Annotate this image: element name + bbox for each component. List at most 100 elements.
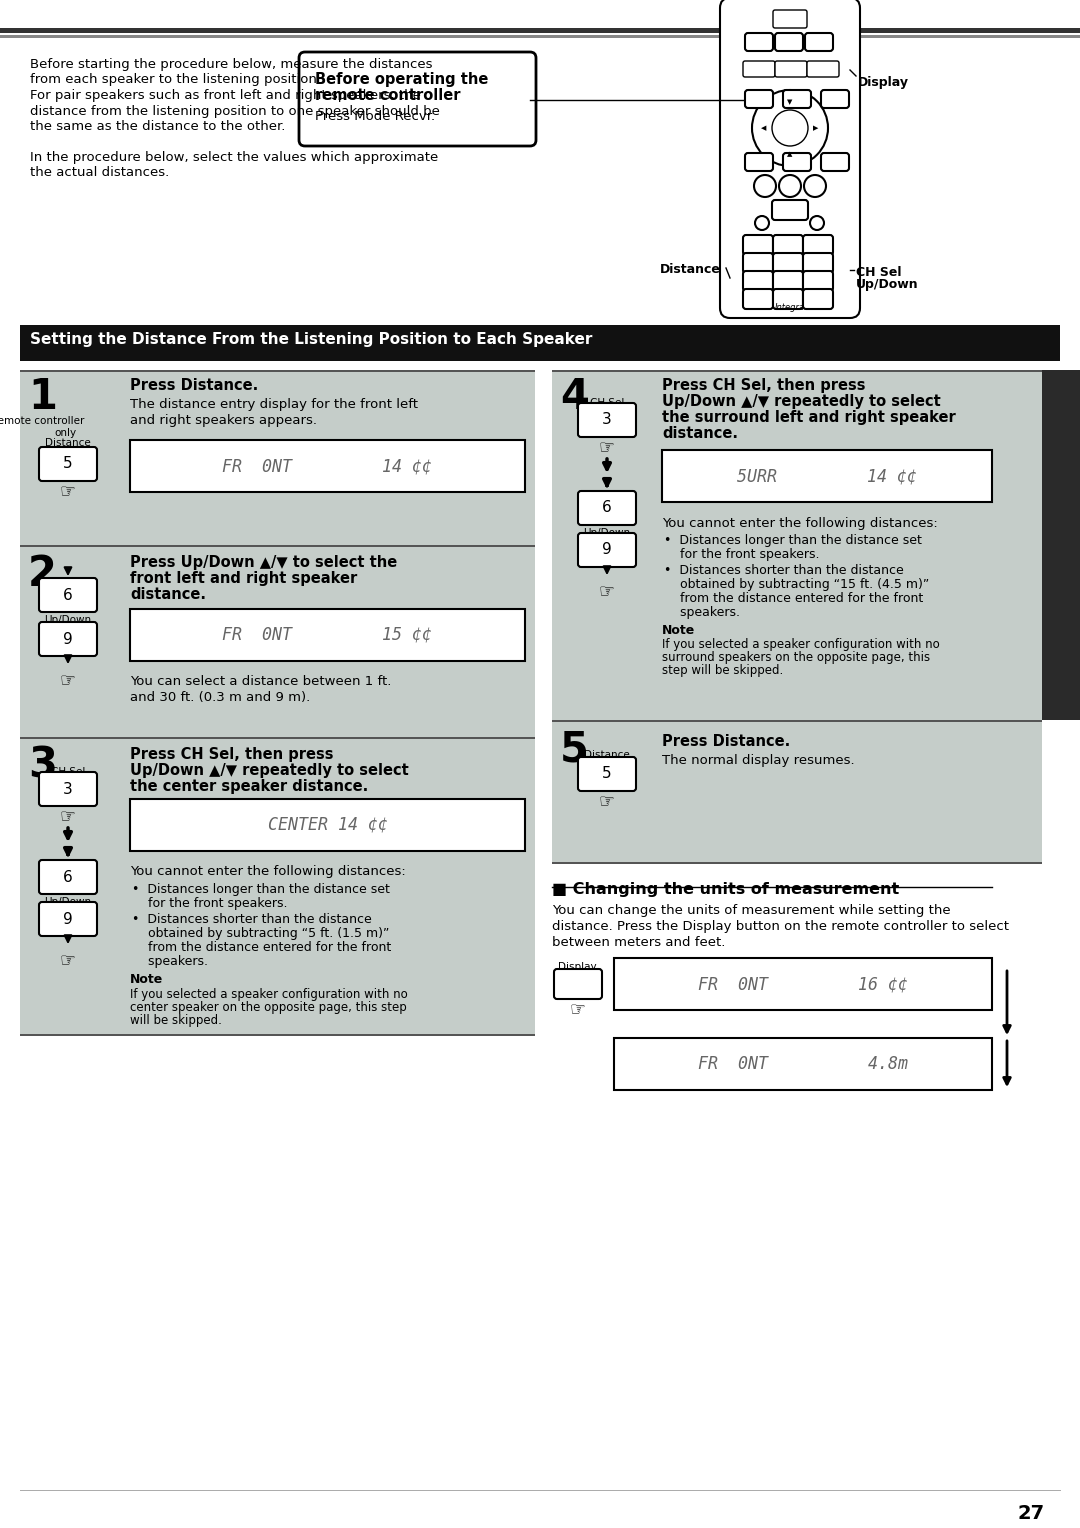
Text: CENTER 14 ¢¢: CENTER 14 ¢¢	[268, 816, 388, 834]
Text: ☞: ☞	[59, 481, 76, 500]
FancyBboxPatch shape	[745, 90, 773, 108]
Bar	[130, 440, 525, 492]
FancyBboxPatch shape	[554, 969, 602, 999]
Text: If you selected a speaker configuration with no: If you selected a speaker configuration …	[130, 989, 408, 1001]
Text: 4: 4	[561, 376, 589, 419]
Text: CH Sel: CH Sel	[856, 266, 902, 280]
Text: distance.: distance.	[130, 587, 206, 602]
Text: the actual distances.: the actual distances.	[30, 167, 170, 179]
FancyBboxPatch shape	[743, 270, 773, 290]
Text: 5: 5	[64, 457, 72, 472]
Text: 1: 1	[28, 376, 57, 419]
Text: 3: 3	[28, 746, 57, 787]
Text: You cannot enter the following distances:: You cannot enter the following distances…	[130, 865, 406, 879]
Text: FR  0NT          4.8m: FR 0NT 4.8m	[698, 1054, 908, 1073]
Text: between meters and feet.: between meters and feet.	[552, 937, 726, 949]
Text: 9: 9	[63, 912, 72, 926]
Circle shape	[752, 90, 828, 167]
Text: 2: 2	[28, 553, 57, 594]
Text: 27: 27	[1017, 1504, 1045, 1523]
Text: Press Up/Down ▲/▼ to select the: Press Up/Down ▲/▼ to select the	[130, 555, 397, 570]
Text: Up/Down ▲/▼ repeatedly to select: Up/Down ▲/▼ repeatedly to select	[130, 762, 408, 778]
Text: If you selected a speaker configuration with no: If you selected a speaker configuration …	[662, 639, 940, 651]
FancyBboxPatch shape	[773, 11, 807, 28]
Text: speakers.: speakers.	[664, 607, 740, 619]
Circle shape	[779, 176, 801, 197]
Text: 5URR         14 ¢¢: 5URR 14 ¢¢	[737, 468, 917, 484]
Text: Distance: Distance	[584, 750, 630, 759]
Text: Setting the Distance From the Listening Position to Each Speaker: Setting the Distance From the Listening …	[30, 332, 592, 347]
Text: Distance: Distance	[660, 263, 720, 277]
Bar	[21, 547, 535, 736]
Text: 6: 6	[603, 501, 612, 515]
Text: 5: 5	[603, 767, 611, 781]
FancyBboxPatch shape	[804, 270, 833, 290]
FancyBboxPatch shape	[805, 34, 833, 50]
Text: Press Distance.: Press Distance.	[130, 377, 258, 393]
Bar	[21, 740, 535, 1034]
Text: for the front speakers.: for the front speakers.	[664, 549, 820, 561]
Circle shape	[754, 176, 777, 197]
Bar	[0, 35, 1080, 38]
Text: and 30 ft. (0.3 m and 9 m).: and 30 ft. (0.3 m and 9 m).	[130, 691, 310, 704]
Text: Before starting the procedure below, measure the distances: Before starting the procedure below, mea…	[30, 58, 432, 70]
Text: CH Sel: CH Sel	[590, 397, 624, 408]
Bar	[21, 370, 535, 545]
Text: and right speakers appears.: and right speakers appears.	[130, 414, 318, 426]
Text: ☞: ☞	[59, 950, 76, 969]
Text: FR  0NT         14 ¢¢: FR 0NT 14 ¢¢	[222, 457, 432, 475]
Circle shape	[810, 215, 824, 231]
Text: •  Distances longer than the distance set: • Distances longer than the distance set	[664, 533, 922, 547]
Text: Up/Down: Up/Down	[583, 529, 631, 538]
Text: ☞: ☞	[570, 999, 586, 1018]
Bar	[21, 325, 1059, 361]
Text: Distance: Distance	[45, 439, 91, 448]
FancyBboxPatch shape	[821, 153, 849, 171]
Circle shape	[772, 110, 808, 147]
Text: ▶: ▶	[813, 125, 819, 131]
Text: ☞: ☞	[599, 439, 616, 455]
FancyBboxPatch shape	[578, 756, 636, 792]
FancyBboxPatch shape	[743, 289, 773, 309]
FancyBboxPatch shape	[578, 403, 636, 437]
FancyBboxPatch shape	[578, 490, 636, 526]
Text: step will be skipped.: step will be skipped.	[662, 665, 783, 677]
Text: ☞: ☞	[59, 807, 76, 825]
Text: The normal display resumes.: The normal display resumes.	[662, 753, 854, 767]
Text: •  Distances shorter than the distance: • Distances shorter than the distance	[132, 914, 372, 926]
Bar	[21, 736, 535, 740]
Text: the center speaker distance.: the center speaker distance.	[130, 779, 368, 795]
Text: Press Mode Recvr.: Press Mode Recvr.	[315, 110, 435, 122]
Text: from each speaker to the listening position.: from each speaker to the listening posit…	[30, 73, 321, 87]
Text: 6: 6	[63, 587, 72, 602]
Text: from the distance entered for the front: from the distance entered for the front	[664, 591, 923, 605]
Text: Up/Down ▲/▼ repeatedly to select: Up/Down ▲/▼ repeatedly to select	[662, 394, 941, 410]
Text: Display: Display	[557, 963, 596, 972]
Bar	[552, 723, 1042, 862]
Bar	[21, 545, 535, 547]
Text: obtained by subtracting “5 ft. (1.5 m)”: obtained by subtracting “5 ft. (1.5 m)”	[132, 927, 390, 940]
Text: In the procedure below, select the values which approximate: In the procedure below, select the value…	[30, 151, 438, 163]
Text: Before operating the: Before operating the	[315, 72, 488, 87]
Text: ☞: ☞	[599, 792, 616, 810]
FancyBboxPatch shape	[39, 578, 97, 613]
Text: for the front speakers.: for the front speakers.	[132, 897, 287, 911]
Text: ☞: ☞	[599, 582, 616, 601]
FancyBboxPatch shape	[804, 254, 833, 274]
Text: will be skipped.: will be skipped.	[130, 1015, 221, 1027]
Text: •  Distances shorter than the distance: • Distances shorter than the distance	[664, 564, 904, 578]
Bar	[130, 610, 525, 662]
FancyBboxPatch shape	[772, 200, 808, 220]
FancyBboxPatch shape	[39, 772, 97, 805]
FancyBboxPatch shape	[578, 533, 636, 567]
FancyBboxPatch shape	[775, 34, 804, 50]
Text: For pair speakers such as front left and right speakers, the: For pair speakers such as front left and…	[30, 89, 421, 102]
Text: only: only	[54, 428, 76, 439]
Text: You cannot enter the following distances:: You cannot enter the following distances…	[662, 516, 937, 530]
Text: speakers.: speakers.	[132, 955, 208, 969]
FancyBboxPatch shape	[773, 270, 804, 290]
FancyBboxPatch shape	[745, 153, 773, 171]
Circle shape	[755, 215, 769, 231]
Text: Note: Note	[130, 973, 163, 986]
Bar	[552, 370, 1042, 720]
